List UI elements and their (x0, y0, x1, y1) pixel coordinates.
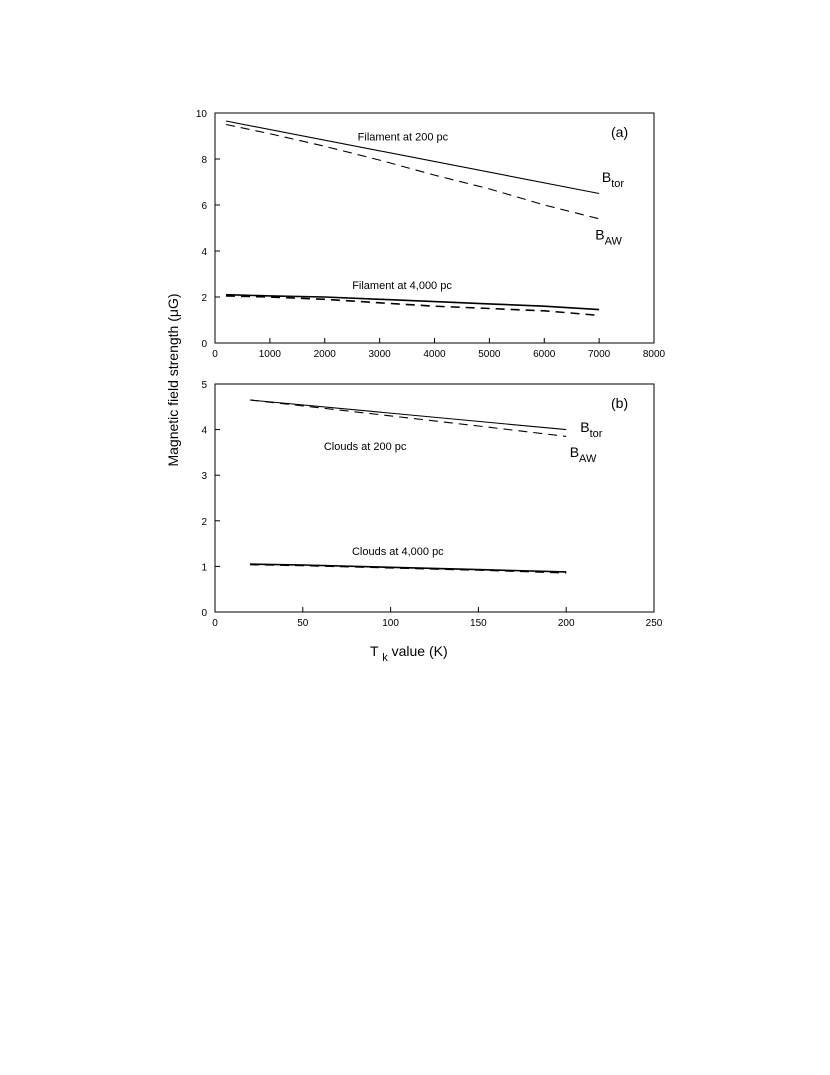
series-label-a-tor: Btor (602, 169, 625, 190)
y-tick-label-b: 0 (201, 608, 207, 619)
x-tick-label-a: 7000 (588, 349, 611, 360)
series-label-subscript: tor (590, 428, 603, 440)
series-line-b-2 (250, 399, 567, 437)
x-tick-label-a: 3000 (369, 349, 392, 360)
x-tick-label-a: 4000 (423, 349, 446, 360)
x-tick-label-a: 2000 (314, 349, 337, 360)
x-tick-label-b: 200 (558, 618, 575, 629)
x-tick-label-b: 50 (297, 618, 309, 629)
x-tick-label-a: 5000 (478, 349, 501, 360)
y-tick-label-a: 8 (201, 155, 207, 166)
series-label-main: B (570, 444, 579, 460)
y-tick-label-b: 1 (201, 562, 207, 573)
series-label-subscript: AW (579, 453, 597, 465)
series-line-b-4 (250, 563, 567, 574)
plot-frame-b (214, 383, 655, 613)
annotation-a-2: Filament at 4,000 pc (352, 280, 452, 292)
x-tick-label-a: 0 (212, 349, 218, 360)
series-label-subscript: AW (605, 236, 623, 248)
series-line-b-1 (250, 399, 567, 431)
y-tick-label-b: 3 (201, 471, 207, 482)
annotation-a-1: Filament at 200 pc (358, 132, 449, 144)
y-tick-label-b: 2 (201, 517, 207, 528)
panel-b: 0 50 100 150 200 250 0 1 2 3 4 5 Clouds at 200 pc Clo… (201, 380, 662, 629)
series-label-main: B (595, 227, 604, 243)
series-label-main: B (602, 169, 611, 185)
series-label-b-aw: BAW (570, 444, 597, 465)
series-line-a-3 (225, 293, 600, 311)
series-label-b-tor: Btor (580, 419, 603, 440)
x-tick-label-a: 6000 (533, 349, 556, 360)
x-tick-label-b: 150 (470, 618, 487, 629)
series-line-a-4 (225, 295, 600, 317)
series-line-a-2 (225, 123, 600, 220)
annotation-b-2: Clouds at 4,000 pc (352, 546, 444, 558)
series-label-main: B (580, 419, 589, 435)
y-tick-label-a: 2 (201, 293, 207, 304)
panel-label-a: (a) (611, 124, 628, 140)
x-tick-label-a: 8000 (643, 349, 666, 360)
y-tick-label-a: 10 (196, 109, 208, 120)
series-label-a-aw: BAW (595, 227, 622, 248)
series-label-subscript: tor (611, 178, 624, 190)
annotation-b-1: Clouds at 200 pc (324, 441, 407, 453)
y-tick-label-a: 4 (201, 247, 207, 258)
y-tick-label-a: 6 (201, 201, 207, 212)
series-line-a-1 (225, 120, 600, 195)
x-tick-label-b: 0 (212, 618, 218, 629)
x-axis-title-sub: k (382, 652, 388, 664)
x-tick-label-b: 100 (382, 618, 399, 629)
y-axis-title: Magnetic field strength (μG) (165, 293, 181, 466)
y-tick-label-b: 4 (201, 426, 207, 437)
x-tick-label-a: 1000 (259, 349, 282, 360)
x-axis-title-rest: value (K) (392, 643, 448, 659)
y-tick-label-b: 5 (201, 380, 207, 391)
y-tick-label-a: 0 (201, 339, 207, 350)
x-axis-title: T k value (K) (370, 643, 448, 664)
x-axis-title-main: T (370, 643, 379, 659)
panel-label-b: (b) (611, 395, 628, 411)
panel-a: 0 1000 2000 3000 4000 5000 6000 7000 8000 0 2 4 6 8 10… (196, 109, 666, 360)
x-tick-label-b: 250 (646, 618, 663, 629)
